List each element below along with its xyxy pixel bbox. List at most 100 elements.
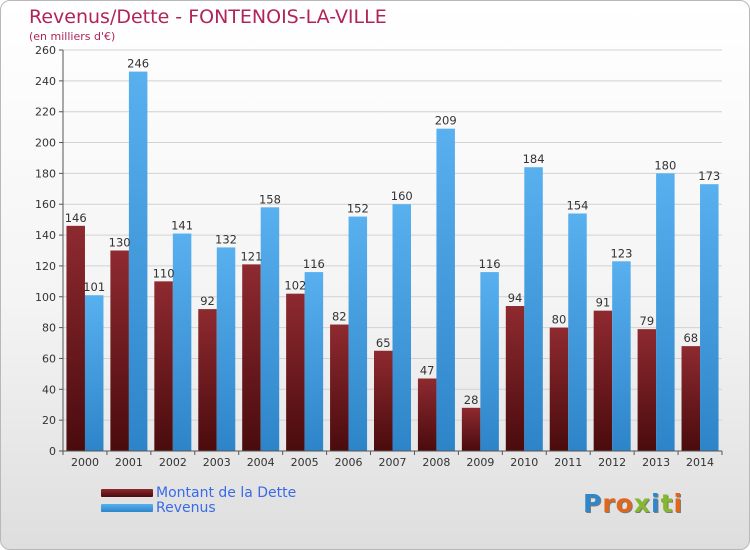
data-label-debt: 65 [376, 336, 391, 350]
data-label-revenue: 184 [523, 152, 545, 166]
x-tick-label: 2004 [247, 456, 275, 469]
data-label-debt: 68 [683, 331, 698, 345]
data-label-revenue: 154 [567, 198, 589, 212]
y-tick-label: 160 [35, 198, 56, 211]
legend-label-revenue: Revenus [156, 500, 216, 516]
chart-title: Revenus/Dette - FONTENOIS-LA-VILLE [29, 6, 387, 28]
bar-debt [66, 225, 85, 451]
data-label-revenue: 101 [83, 280, 105, 294]
data-label-debt: 79 [640, 314, 655, 328]
bar-revenue [700, 184, 719, 451]
data-label-debt: 80 [552, 313, 567, 327]
data-label-debt: 28 [464, 393, 479, 407]
legend-item-revenue: Revenus [101, 501, 361, 516]
y-tick-label: 20 [42, 414, 56, 427]
y-tick-label: 100 [35, 291, 56, 304]
bar-revenue [84, 295, 104, 451]
logo-letter: i [651, 489, 661, 518]
bar-debt [242, 264, 261, 451]
chart-legend: Montant de la Dette Revenus [101, 486, 361, 516]
bar-debt [110, 250, 129, 451]
data-label-debt: 146 [65, 211, 87, 225]
data-label-revenue: 160 [391, 189, 413, 203]
legend-item-debt: Montant de la Dette [101, 486, 361, 501]
y-tick-label: 140 [35, 229, 56, 242]
bar-revenue [260, 207, 280, 451]
data-label-debt: 47 [420, 364, 435, 378]
y-tick-label: 60 [42, 352, 56, 365]
bar-debt [154, 281, 173, 451]
data-label-debt: 121 [240, 249, 262, 263]
data-label-revenue: 152 [347, 202, 369, 216]
bar-revenue [348, 216, 368, 451]
bar-revenue [612, 261, 631, 451]
y-tick-label: 80 [42, 322, 56, 335]
data-label-revenue: 116 [479, 257, 501, 271]
bar-debt [286, 293, 305, 451]
bar-revenue [216, 247, 236, 451]
y-tick-label: 0 [49, 445, 56, 458]
x-tick-label: 2003 [203, 456, 231, 469]
x-tick-label: 2006 [335, 456, 363, 469]
bar-debt [417, 378, 437, 451]
x-tick-label: 2001 [115, 456, 143, 469]
bar-debt [330, 324, 349, 451]
bar-debt [505, 306, 525, 451]
y-tick-label: 120 [35, 260, 56, 273]
logo-letter: o [615, 489, 634, 518]
chart-subtitle: (en milliers d'€) [29, 30, 116, 43]
y-tick-label: 260 [35, 44, 56, 57]
logo-letter: P [583, 489, 603, 518]
y-tick-label: 40 [42, 383, 56, 396]
logo-letter: t [660, 489, 674, 518]
bar-debt [637, 329, 657, 451]
bar-revenue [392, 204, 411, 451]
data-label-debt: 110 [153, 266, 175, 280]
y-tick-label: 220 [35, 106, 56, 119]
bar-debt [681, 346, 701, 451]
y-tick-label: 200 [35, 137, 56, 150]
bar-revenue [304, 272, 324, 451]
data-label-debt: 130 [109, 236, 131, 250]
x-tick-label: 2009 [466, 456, 494, 469]
x-tick-label: 2002 [159, 456, 187, 469]
bar-revenue [524, 167, 543, 451]
x-tick-label: 2010 [510, 456, 538, 469]
x-tick-label: 2011 [554, 456, 582, 469]
logo-letter: i [673, 489, 684, 518]
x-tick-label: 2012 [598, 456, 626, 469]
logo-letter: x [633, 489, 651, 518]
data-label-debt: 82 [332, 310, 347, 324]
bar-revenue [436, 128, 455, 451]
data-label-revenue: 116 [303, 257, 325, 271]
legend-swatch-revenue [101, 504, 153, 512]
bar-revenue [480, 272, 499, 451]
x-tick-label: 2008 [422, 456, 450, 469]
bar-debt [374, 350, 393, 451]
bar-debt [198, 309, 217, 451]
bar-revenue [656, 173, 675, 451]
bar-debt [549, 327, 569, 451]
legend-label-debt: Montant de la Dette [156, 485, 297, 501]
x-tick-label: 2000 [71, 456, 99, 469]
data-label-revenue: 173 [698, 169, 720, 183]
data-label-revenue: 123 [610, 246, 632, 260]
data-label-revenue: 132 [215, 232, 237, 246]
bar-debt [593, 310, 613, 451]
y-tick-label: 180 [35, 167, 56, 180]
bar-revenue [172, 233, 192, 451]
x-tick-label: 2007 [379, 456, 407, 469]
logo-letter: r [602, 489, 616, 518]
data-label-revenue: 141 [171, 219, 193, 233]
data-label-debt: 91 [596, 296, 611, 310]
x-tick-label: 2013 [642, 456, 670, 469]
bar-debt [461, 407, 481, 451]
proxiti-logo: Proxiti [583, 489, 683, 518]
data-label-debt: 102 [284, 279, 306, 293]
bar-revenue [568, 213, 587, 451]
x-tick-label: 2005 [291, 456, 319, 469]
data-label-revenue: 209 [435, 114, 457, 128]
y-tick-label: 240 [35, 75, 56, 88]
x-tick-label: 2014 [686, 456, 714, 469]
